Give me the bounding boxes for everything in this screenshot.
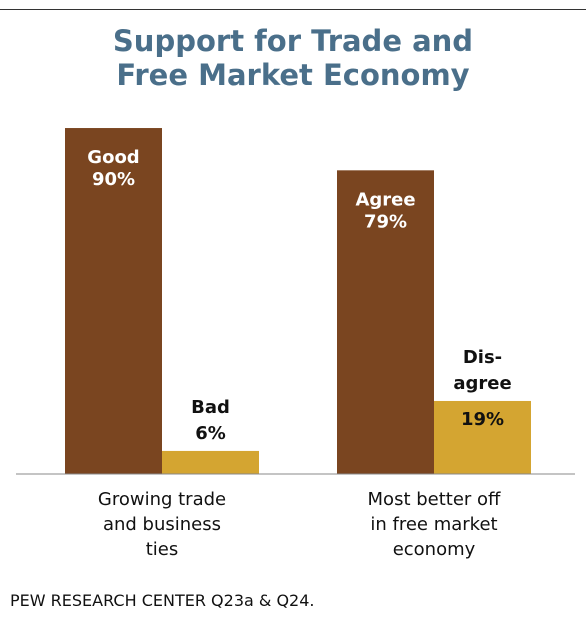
bar-1-1 [434,400,531,474]
bar-0-1 [162,450,259,474]
value-label-1-1: 19% [461,409,504,430]
category-label-1-1: in free market [370,514,497,535]
data-label-0-0-0: Good [87,147,139,168]
category-label-1-2: economy [393,539,476,560]
category-label-0-0: Growing trade [98,489,226,510]
chart-title-line-2: Free Market Economy [116,58,470,92]
category-label-0-2: ties [146,539,179,560]
category-label-1-0: Most better off [368,489,502,510]
bar-0-0 [65,128,162,475]
top-rule [0,9,586,10]
data-label-0-0-1: 90% [92,169,135,190]
data-label-1-1-1: agree [453,373,511,394]
chart-title: Support for Trade and Free Market Econom… [0,24,586,92]
bar-1-0 [337,170,434,474]
data-label-1-0-0: Agree [355,189,415,210]
data-label-0-1-1: 6% [195,423,226,444]
data-label-1-1-0: Dis- [463,347,502,368]
data-label-0-1-0: Bad [191,397,230,418]
source-note: PEW RESEARCH CENTER Q23a & Q24. [10,591,315,610]
data-label-1-0-1: 79% [364,211,407,232]
chart-title-line-1: Support for Trade and [112,24,474,58]
category-label-0-1: and business [103,514,221,535]
